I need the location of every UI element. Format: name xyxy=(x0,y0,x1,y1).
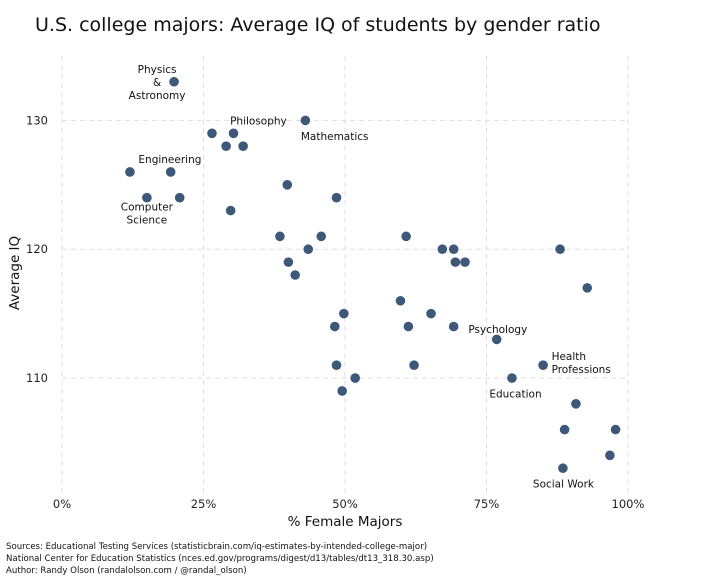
data-point xyxy=(409,360,419,370)
annotation-label: Mathematics xyxy=(301,131,369,143)
y-tick-label: 130 xyxy=(26,113,48,127)
data-point xyxy=(559,424,570,435)
annotation-label: Physics & Astronomy xyxy=(129,64,186,102)
annotation-label: Philosophy xyxy=(230,115,287,127)
data-point xyxy=(174,192,185,203)
data-point xyxy=(491,334,502,345)
data-point xyxy=(507,373,517,383)
x-tick-label: 75% xyxy=(474,497,500,511)
data-point xyxy=(125,167,135,177)
data-point xyxy=(403,321,414,332)
data-point xyxy=(582,283,593,293)
source-line-2: National Center for Education Statistics… xyxy=(6,554,434,564)
data-point xyxy=(558,463,568,474)
annotation-label: Social Work xyxy=(533,479,595,491)
data-point xyxy=(448,321,459,332)
data-point xyxy=(339,308,349,319)
data-point xyxy=(142,192,152,203)
data-point xyxy=(331,192,342,203)
author-line: Author: Randy Olson (randalolson.com / @… xyxy=(6,566,247,576)
data-point xyxy=(437,244,448,255)
x-tick-label: 50% xyxy=(332,497,358,511)
y-tick-label: 120 xyxy=(26,242,48,256)
x-axis-title: % Female Majors xyxy=(288,514,403,530)
data-point xyxy=(303,244,314,255)
data-point xyxy=(538,360,548,370)
annotation-label: Psychology xyxy=(468,324,527,336)
data-point xyxy=(225,205,236,216)
source-line-1: Sources: Educational Testing Services (s… xyxy=(6,542,428,552)
data-point xyxy=(169,76,179,87)
data-point xyxy=(165,167,176,177)
axis-ticks: 0% 25% 50% 75% 100% 110 120 130 xyxy=(26,113,644,511)
x-tick-label: 100% xyxy=(612,497,645,511)
data-point xyxy=(290,270,300,280)
data-point xyxy=(610,424,621,435)
data-point xyxy=(337,386,347,396)
data-point xyxy=(300,115,311,126)
data-point xyxy=(448,244,459,255)
x-tick-label: 0% xyxy=(53,497,71,511)
data-point xyxy=(331,360,342,370)
data-points xyxy=(125,76,621,474)
y-tick-label: 110 xyxy=(26,371,48,385)
annotation-label: Engineering xyxy=(138,154,201,166)
y-axis-title: Average IQ xyxy=(7,236,23,310)
data-point xyxy=(555,244,565,255)
data-point xyxy=(228,128,239,139)
x-tick-label: 25% xyxy=(191,497,217,511)
data-point xyxy=(605,450,615,461)
annotation-label: Education xyxy=(489,389,541,401)
data-point xyxy=(330,321,340,332)
chart-title: U.S. college majors: Average IQ of stude… xyxy=(35,14,601,36)
data-point xyxy=(401,231,411,242)
data-point xyxy=(275,231,285,242)
data-point xyxy=(283,257,294,267)
data-point xyxy=(571,399,581,409)
data-point xyxy=(460,257,470,267)
data-point xyxy=(221,141,231,151)
annotation-label: Health Professions xyxy=(552,351,611,376)
data-point xyxy=(350,373,360,383)
annotation-label: Computer Science xyxy=(121,202,174,227)
data-point xyxy=(238,141,248,151)
annotations: Physics & Astronomy Philosophy Mathematics En… xyxy=(121,64,611,491)
data-point xyxy=(395,295,406,306)
grid-lines xyxy=(61,56,629,494)
data-point xyxy=(450,257,461,267)
data-point xyxy=(282,180,293,190)
data-point xyxy=(426,308,436,319)
sources-note: Sources: Educational Testing Services (s… xyxy=(6,541,434,577)
data-point xyxy=(207,128,217,139)
data-point xyxy=(316,231,327,242)
